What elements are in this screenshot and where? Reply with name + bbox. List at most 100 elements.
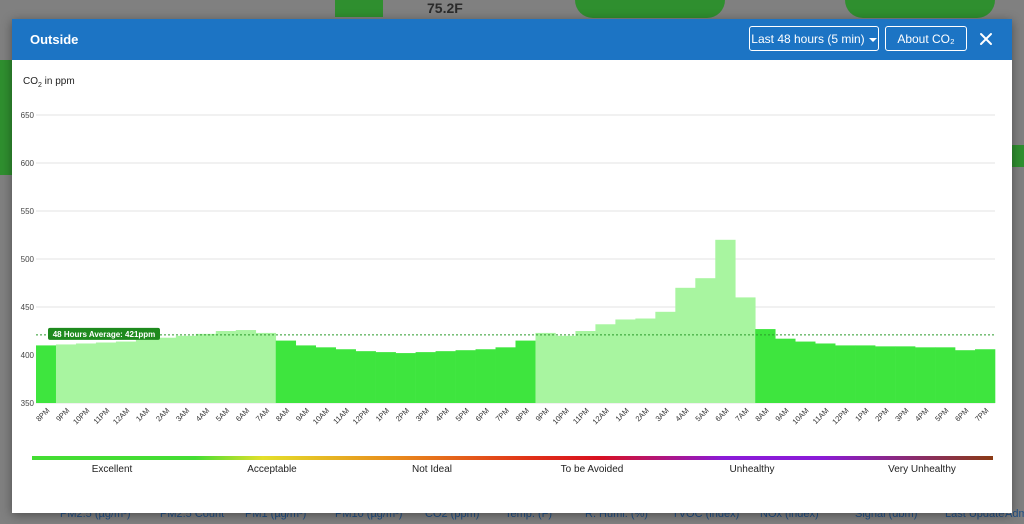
x-tick-label: 9AM — [294, 406, 311, 423]
about-co2-button[interactable]: About CO₂ — [885, 26, 967, 51]
x-tick-label: 5PM — [454, 406, 471, 423]
data-bar — [775, 338, 796, 403]
data-bar — [275, 340, 297, 403]
x-tick-label: 1PM — [853, 406, 870, 423]
legend-label: To be Avoided — [560, 464, 624, 475]
y-tick-label: 650 — [21, 111, 35, 120]
data-bar — [635, 318, 656, 403]
x-tick-label: 3PM — [414, 406, 431, 423]
temp-reading: 75.2F — [427, 0, 463, 16]
x-tick-label: 2PM — [873, 406, 890, 423]
data-bar — [955, 350, 976, 403]
x-tick-label: 12AM — [591, 406, 611, 426]
data-bar — [295, 345, 317, 403]
data-bar — [355, 351, 376, 403]
data-bar — [455, 350, 476, 403]
data-bar — [595, 324, 616, 403]
data-bar — [255, 332, 277, 403]
y-tick-label: 350 — [21, 399, 35, 408]
x-tick-label: 4AM — [194, 406, 211, 423]
y-tick-label: 500 — [21, 255, 35, 264]
y-tick-label: 450 — [21, 303, 35, 312]
data-bar — [36, 345, 57, 403]
data-bar — [315, 347, 336, 403]
data-bar — [535, 332, 556, 403]
modal-header: Outside Last 48 hours (5 min) About CO₂ — [12, 19, 1012, 60]
data-bar — [175, 335, 197, 403]
x-tick-label: 7AM — [254, 406, 271, 423]
x-tick-label: 4PM — [434, 406, 451, 423]
x-tick-label: 5AM — [214, 406, 231, 423]
data-bar — [55, 344, 77, 403]
gauge-ring — [845, 0, 995, 18]
data-bar — [715, 239, 736, 403]
data-bar — [95, 342, 117, 403]
x-tick-label: 2PM — [394, 406, 411, 423]
x-tick-label: 3PM — [893, 406, 910, 423]
data-bar — [855, 345, 876, 403]
data-bar — [895, 346, 916, 403]
data-bar — [815, 343, 836, 403]
x-tick-label: 11PM — [92, 406, 112, 426]
legend-label: Excellent — [91, 464, 133, 475]
side-chart — [0, 60, 12, 175]
average-label: 48 Hours Average: 421ppm — [53, 330, 156, 339]
data-bar — [215, 331, 237, 403]
x-tick-label: 9AM — [773, 406, 790, 423]
data-bar — [375, 352, 396, 403]
data-bar — [975, 349, 996, 403]
data-bar — [195, 333, 217, 403]
x-tick-label: 12AM — [111, 406, 131, 426]
legend-label: Very Unhealthy — [888, 464, 956, 475]
x-tick-label: 8PM — [34, 406, 51, 423]
x-tick-label: 6AM — [234, 406, 251, 423]
x-tick-label: 8PM — [514, 406, 531, 423]
data-bar — [235, 330, 257, 403]
data-bar — [135, 339, 157, 403]
y-axis-label: CO2 in ppm — [23, 76, 75, 89]
data-bar — [735, 297, 756, 403]
data-bar — [915, 347, 936, 403]
data-bar — [515, 340, 536, 403]
x-tick-label: 3AM — [174, 406, 191, 423]
data-bar — [615, 319, 636, 403]
x-tick-label: 7AM — [733, 406, 750, 423]
x-tick-label: 6AM — [713, 406, 730, 423]
data-bar — [475, 349, 496, 403]
average-badge — [48, 327, 160, 340]
x-tick-label: 9PM — [54, 406, 71, 423]
data-bar — [115, 341, 137, 403]
x-tick-label: 8AM — [753, 406, 770, 423]
x-tick-label: 5PM — [933, 406, 950, 423]
x-tick-label: 12PM — [830, 406, 850, 426]
x-tick-label: 9PM — [534, 406, 551, 423]
data-bar — [435, 351, 456, 403]
x-tick-label: 1AM — [134, 406, 151, 423]
x-tick-label: 11AM — [811, 406, 831, 426]
chevron-down-icon — [868, 37, 877, 42]
x-tick-label: 11PM — [571, 406, 591, 426]
data-bar — [575, 331, 596, 403]
x-tick-label: 7PM — [973, 406, 990, 423]
modal-title: Outside — [30, 32, 79, 47]
data-bar — [495, 347, 516, 403]
side-bar — [1012, 145, 1024, 167]
data-bar — [75, 343, 97, 403]
x-tick-label: 10PM — [71, 406, 91, 426]
x-tick-label: 5AM — [693, 406, 710, 423]
data-bar — [415, 352, 436, 403]
data-bar — [155, 337, 177, 403]
data-bar — [935, 347, 956, 403]
legend-label: Unhealthy — [729, 464, 775, 475]
co2-modal: Outside Last 48 hours (5 min) About CO₂ … — [12, 19, 1012, 513]
close-icon[interactable] — [976, 29, 996, 49]
data-bar — [395, 353, 416, 403]
x-tick-label: 6PM — [474, 406, 491, 423]
x-tick-label: 1PM — [374, 406, 391, 423]
data-bar — [695, 278, 716, 403]
time-range-button[interactable]: Last 48 hours (5 min) — [749, 26, 879, 51]
x-tick-label: 4PM — [913, 406, 930, 423]
y-tick-label: 400 — [21, 351, 35, 360]
data-bar — [875, 346, 896, 403]
